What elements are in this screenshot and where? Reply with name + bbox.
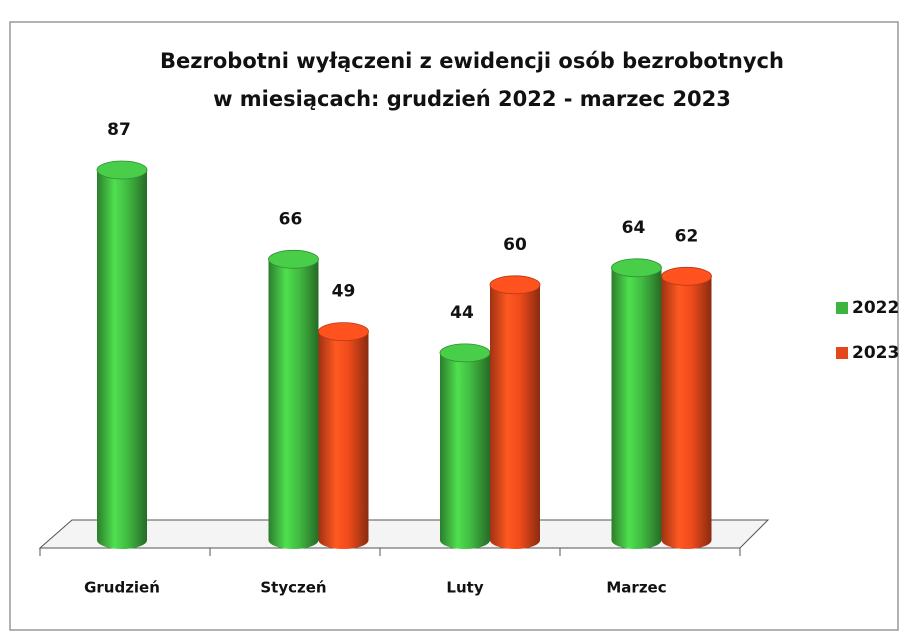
legend-swatch xyxy=(836,347,848,359)
bar xyxy=(97,170,147,540)
value-label: 64 xyxy=(622,218,646,238)
bar-top xyxy=(268,249,319,269)
bar-top xyxy=(96,160,148,180)
value-label: 49 xyxy=(332,282,356,302)
bar-top xyxy=(318,322,369,342)
legend-label: 2023 xyxy=(852,343,899,363)
value-label: 44 xyxy=(450,303,474,323)
bar-top xyxy=(489,275,541,295)
bar-top xyxy=(439,343,491,363)
bar xyxy=(661,276,712,540)
value-label: 66 xyxy=(279,209,303,229)
bar xyxy=(268,259,319,540)
x-tick-label: Luty xyxy=(446,579,483,597)
chart-title: Bezrobotni wyłączeni z ewidencji osób be… xyxy=(160,49,784,73)
value-label: 62 xyxy=(675,226,699,246)
value-label: 60 xyxy=(503,235,527,255)
chart-title: w miesiącach: grudzień 2022 - marzec 202… xyxy=(213,87,731,111)
value-label: 87 xyxy=(107,120,131,140)
legend-swatch xyxy=(836,302,848,314)
legend-label: 2022 xyxy=(852,298,899,318)
bar xyxy=(490,284,540,540)
x-tick-label: Marzec xyxy=(606,579,666,597)
x-tick-label: Styczeń xyxy=(260,579,326,597)
bar-top xyxy=(661,266,712,286)
bar xyxy=(318,331,369,540)
x-tick-label: Grudzień xyxy=(84,579,160,597)
bar xyxy=(611,267,662,540)
bar-top xyxy=(611,258,662,278)
bar xyxy=(440,352,490,540)
